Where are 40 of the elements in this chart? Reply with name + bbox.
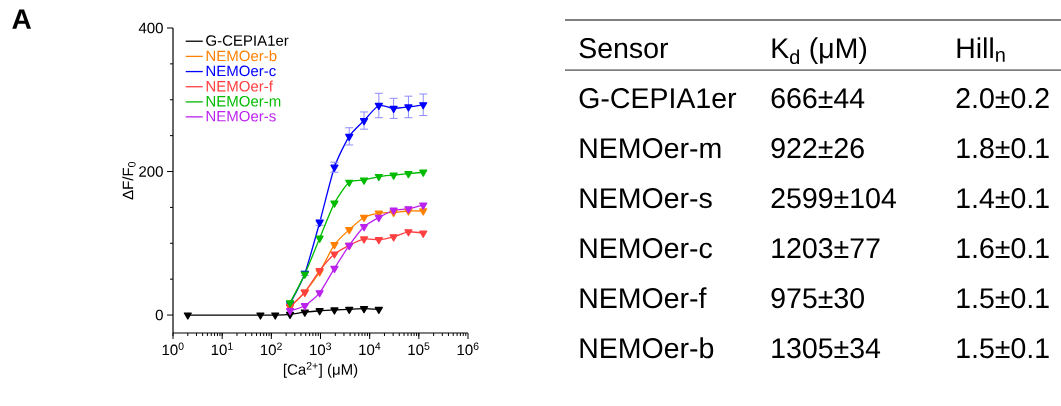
text: Hill$_{n}$	[957, 37, 1005, 62]
text: NEMOer-c	[580, 238, 713, 259]
text: NEMOer-f	[580, 287, 707, 309]
text: 1203±77	[772, 238, 880, 259]
text: 2599±104	[771, 188, 896, 209]
text: 1.4±0.1	[957, 188, 1049, 209]
text: Sensor	[579, 38, 669, 59]
legend-label: NEMOer-c	[206, 65, 276, 77]
x-tick-label: 10$^{0}$	[162, 342, 184, 356]
x-axis-title: [Ca$^{2+}$] (μM)	[283, 362, 358, 378]
legend-label: NEMOer-m	[206, 95, 281, 107]
y-axis-title: ΔF/F$_{0}$	[122, 161, 136, 200]
text: 922±26	[771, 138, 864, 159]
text: 1.5±0.1	[957, 288, 1049, 309]
x-tick-label: 10$^{1}$	[211, 342, 233, 356]
text: G-CEPIA1er	[579, 88, 737, 109]
legend-label: NEMOer-b	[206, 50, 277, 62]
text: NEMOer-b	[580, 337, 714, 359]
x-tick-label: 10$^{5}$	[408, 342, 430, 356]
y-tick-label: 0	[155, 309, 163, 321]
text: 1.6±0.1	[957, 238, 1049, 259]
text: A	[12, 9, 32, 29]
text: 1305±34	[772, 338, 881, 359]
x-tick-label: 10$^{6}$	[457, 342, 479, 356]
legend-label: G-CEPIA1er	[206, 35, 289, 46]
x-tick-label: 10$^{2}$	[260, 342, 282, 356]
text: 1.8±0.1	[957, 138, 1049, 159]
text: K$_{d}$ (μM)	[772, 37, 867, 65]
legend-label: NEMOer-f	[206, 80, 273, 92]
legend-label: NEMOer-s	[206, 110, 276, 122]
text: NEMOer-s	[580, 188, 712, 209]
x-tick-label: 10$^{3}$	[310, 342, 332, 356]
text: 666±44	[771, 88, 865, 109]
text: 2.0±0.2	[956, 88, 1049, 109]
text: NEMOer-m	[580, 138, 721, 159]
y-tick-label: 400	[138, 22, 163, 34]
x-tick-label: 10$^{4}$	[359, 342, 381, 356]
text: 975±30	[771, 288, 864, 309]
text: 1.5±0.1	[957, 338, 1049, 359]
y-tick-label: 200	[139, 166, 163, 177]
